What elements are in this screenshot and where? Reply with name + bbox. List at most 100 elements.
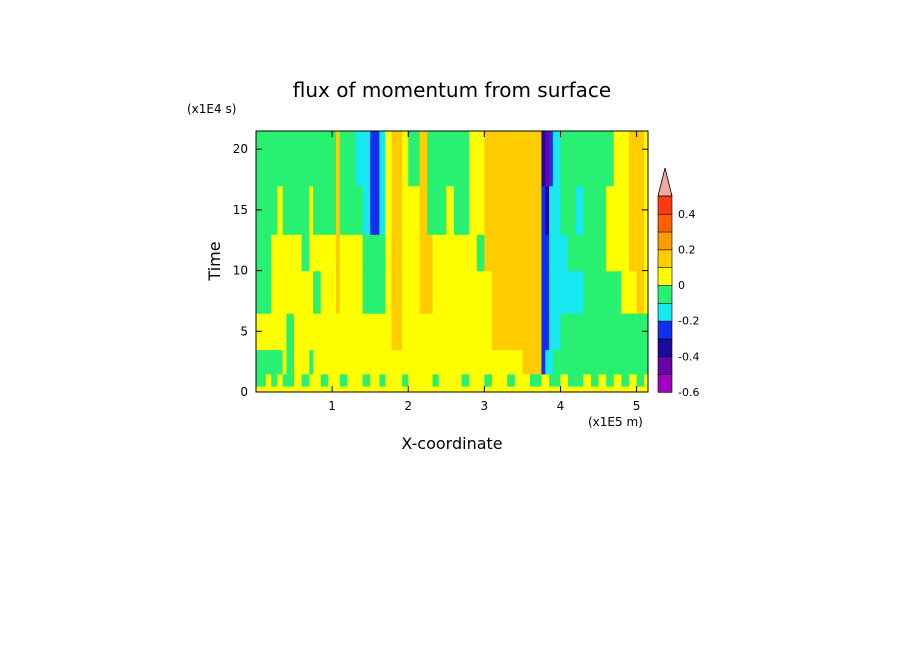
heatmap-cell (370, 313, 375, 351)
heatmap-cell (438, 234, 447, 272)
heatmap-cell (414, 185, 421, 235)
heatmap-cell (507, 349, 516, 375)
heatmap-cell (644, 234, 648, 272)
heatmap-cell (541, 185, 546, 235)
heatmap-cell (568, 349, 577, 375)
heatmap-cell (354, 234, 364, 272)
heatmap-cell (391, 373, 398, 387)
heatmap-cell (476, 131, 485, 187)
heatmap-cell (491, 234, 501, 272)
heatmap-cell (432, 385, 440, 392)
heatmap-cell (590, 185, 600, 235)
heatmap-cell (636, 385, 645, 392)
x-tick-label: 4 (557, 399, 565, 413)
heatmap-cell (271, 270, 278, 314)
heatmap-cell (545, 313, 550, 351)
heatmap-cell (414, 234, 421, 272)
heatmap-cell (549, 349, 554, 375)
heatmap-cell (613, 349, 622, 375)
heatmap-cell (339, 270, 348, 314)
heatmap-cell (385, 185, 393, 235)
colorbar-swatch (657, 213, 673, 233)
heatmap-cell (484, 313, 493, 351)
heatmap-cell (541, 349, 546, 375)
heatmap-cell (301, 185, 310, 235)
heatmap-cell (328, 349, 337, 375)
heatmap-cell (552, 270, 562, 314)
heatmap-cell (484, 270, 493, 314)
heatmap-cell (432, 185, 440, 235)
heatmap-cell (598, 234, 607, 272)
heatmap-cell (335, 385, 341, 392)
heatmap-cell (530, 270, 539, 314)
heatmap-cell (402, 131, 409, 187)
heatmap-cell (309, 131, 314, 187)
heatmap-cell (598, 385, 607, 392)
heatmap-cell (362, 373, 371, 387)
heatmap-cell (552, 234, 562, 272)
heatmap-cell (628, 270, 638, 314)
heatmap-cell (628, 313, 638, 351)
heatmap-cell (370, 270, 375, 314)
heatmap-cell (347, 385, 356, 392)
heatmap-cell (568, 234, 577, 272)
heatmap-cell (396, 131, 403, 187)
heatmap-cell (414, 131, 421, 187)
heatmap-cell (419, 373, 428, 387)
heatmap-cell (537, 185, 543, 235)
heatmap-cell (385, 234, 393, 272)
heatmap-cell (256, 270, 261, 314)
heatmap-cell (598, 349, 607, 375)
heatmap-cell (590, 313, 600, 351)
heatmap-cell (320, 313, 329, 351)
heatmap-cell (461, 185, 470, 235)
heatmap-cell (259, 385, 267, 392)
heatmap-cell (453, 234, 463, 272)
heatmap-cell (391, 349, 398, 375)
heatmap-cell (606, 313, 615, 351)
heatmap-cell (256, 131, 261, 187)
heatmap-cell (636, 185, 645, 235)
heatmap-cell (313, 131, 322, 187)
heatmap-cell (277, 373, 284, 387)
heatmap-cell (575, 385, 584, 392)
heatmap-cell (271, 131, 278, 187)
heatmap-cell (644, 349, 648, 375)
heatmap-cell (541, 385, 546, 392)
heatmap-cell (583, 234, 592, 272)
y-tick-label: 20 (233, 142, 248, 156)
heatmap-cell (294, 131, 303, 187)
heatmap-cell (446, 313, 455, 351)
colorbar-label: 0 (678, 279, 685, 292)
heatmap-cell (438, 313, 447, 351)
heatmap-cell (391, 313, 398, 351)
heatmap-cell (461, 349, 470, 375)
heatmap-cell (277, 349, 284, 375)
heatmap-cell (530, 373, 539, 387)
heatmap-cell (286, 385, 295, 392)
heatmap-cell (606, 270, 615, 314)
heatmap-cell (537, 131, 543, 187)
x-unit-label: (x1E5 m) (588, 415, 643, 429)
colorbar-swatch (657, 284, 673, 304)
heatmap-cell (265, 185, 272, 235)
heatmap-cell (568, 185, 577, 235)
heatmap-cell (476, 349, 485, 375)
heatmap-cell (491, 270, 501, 314)
heatmap-cell (453, 270, 463, 314)
heatmap-cell (414, 349, 421, 375)
heatmap-cell (271, 373, 278, 387)
heatmap-cell (549, 234, 554, 272)
heatmap-cell (265, 385, 272, 392)
heatmap-cell (522, 385, 531, 392)
heatmap-cell (549, 185, 554, 235)
x-tick-label: 2 (404, 399, 412, 413)
heatmap-cell (613, 185, 622, 235)
heatmap-cell (469, 349, 478, 375)
heatmap-cell (362, 385, 371, 392)
heatmap-cell (549, 373, 554, 387)
heatmap-cell (265, 234, 272, 272)
heatmap-cell (484, 234, 493, 272)
heatmap-cell (370, 385, 375, 392)
heatmap-cell (328, 131, 337, 187)
